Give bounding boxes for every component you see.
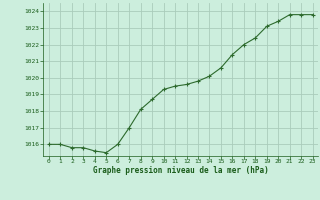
X-axis label: Graphe pression niveau de la mer (hPa): Graphe pression niveau de la mer (hPa) xyxy=(93,166,269,175)
